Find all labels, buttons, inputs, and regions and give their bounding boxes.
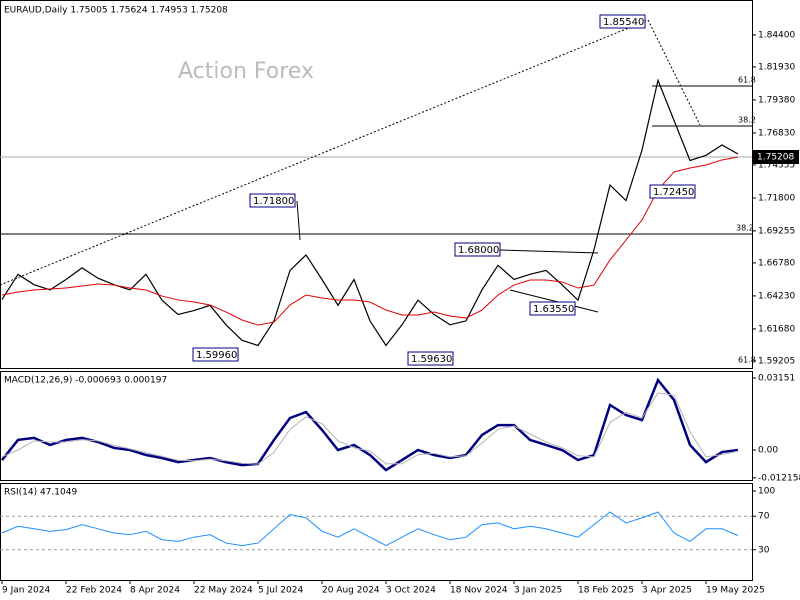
annotation: 1.85540 [603, 17, 644, 28]
annotation-box [529, 301, 576, 316]
series-line [1, 377, 739, 472]
annotation-box [649, 184, 696, 199]
price-tag-box [753, 150, 799, 164]
y-tick-label: 1.79380 [758, 95, 795, 105]
annotation: 1.71800 [253, 196, 294, 207]
y-tick-label: -0.012158 [758, 473, 800, 483]
watermark: Action Forex [178, 59, 314, 84]
annotation-box [599, 14, 646, 29]
annotation: 1.59960 [196, 350, 237, 361]
y-tick-label: 1.66780 [758, 258, 795, 268]
rsi-title: RSI(14) 47.1049 [4, 488, 77, 498]
x-tick-label: 20 Aug 2024 [322, 586, 380, 596]
y-tick-label: 0.03151 [758, 373, 795, 383]
x-tick-label: 9 Jan 2024 [2, 586, 50, 596]
annotation: 1.59630 [411, 354, 452, 365]
trend-line [0, 19, 649, 286]
annotation-box [249, 193, 296, 208]
header: EURAUD,Daily 1.75005 1.75624 1.74953 1.7… [4, 6, 228, 16]
x-tick-label: 3 Oct 2024 [386, 586, 436, 596]
y-tick-label: 1.61680 [758, 324, 795, 334]
main-panel [0, 0, 753, 369]
fib-label: 61.8 [738, 356, 756, 365]
annotation-box [407, 351, 454, 366]
x-tick-label: 19 May 2025 [706, 586, 765, 596]
x-tick-label: 22 Feb 2024 [66, 586, 122, 596]
channel-line [509, 289, 599, 313]
y-tick-label: 1.59205 [758, 356, 795, 366]
macd-title: MACD(12,26,9) -0.000693 0.000197 [4, 376, 167, 386]
rsi-panel [0, 483, 753, 581]
y-tick-label: 100 [758, 487, 775, 497]
y-tick-label: 1.71800 [758, 193, 795, 203]
y-tick-label: 1.84400 [758, 30, 795, 40]
annotation-box [454, 242, 501, 257]
y-tick-label: 30 [758, 545, 770, 555]
series-line [1, 78, 739, 347]
annotation-box [192, 347, 239, 362]
x-tick-label: 18 Nov 2024 [450, 586, 508, 596]
x-tick-label: 3 Apr 2025 [642, 586, 692, 596]
y-tick-label: 1.64230 [758, 291, 795, 301]
x-tick-label: 8 Apr 2024 [130, 586, 180, 596]
x-tick-label: 3 Jan 2025 [514, 586, 562, 596]
fib-label: 38.2 [736, 224, 754, 233]
fib-label: 61.8 [738, 76, 756, 85]
series-line [1, 156, 739, 326]
pointer [296, 200, 301, 241]
channel-line [499, 249, 599, 254]
y-tick-label: 70 [758, 512, 770, 522]
fib-line [647, 19, 701, 126]
x-tick-label: 5 Jul 2024 [258, 586, 303, 596]
annotation: 1.68000 [458, 245, 499, 256]
y-tick-label: 1.76830 [758, 128, 795, 138]
price-tag: 1.75208 [757, 153, 794, 163]
series-line [1, 392, 739, 465]
x-tick-label: 22 May 2024 [194, 586, 253, 596]
y-tick-label: 1.74355 [758, 160, 795, 170]
annotation: 1.72450 [653, 187, 694, 198]
y-tick-label: 1.81930 [758, 62, 795, 72]
fib-label: 38.2 [738, 116, 756, 125]
annotation: 1.63550 [533, 304, 574, 315]
y-tick-label: 1.69255 [758, 226, 795, 236]
macd-panel [0, 371, 753, 481]
y-tick-label: 0.00 [758, 445, 778, 455]
series-line [1, 511, 739, 547]
x-tick-label: 18 Feb 2025 [578, 586, 634, 596]
